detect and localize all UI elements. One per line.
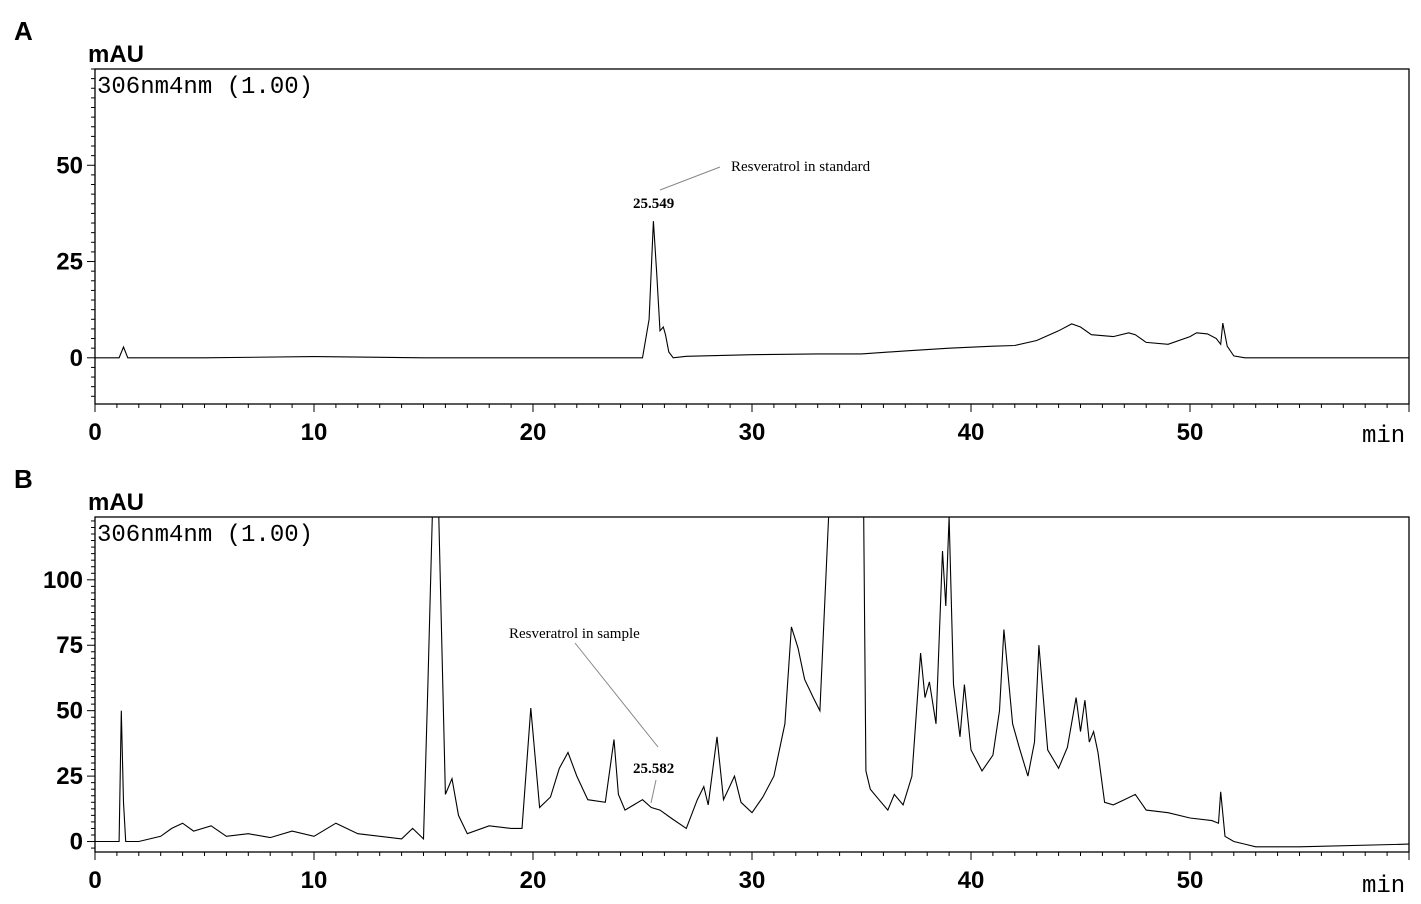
panel-b-peak-label: 25.582 (633, 761, 674, 777)
panel-a-y-axis: 0 25 50 (56, 68, 95, 397)
panel-a-annotation-text: Resveratrol in standard (731, 159, 871, 175)
panel-b-y-axis: 0 25 50 75 100 (43, 520, 95, 856)
panel-a-y-unit: mAU (88, 41, 144, 68)
x-tick-label: 50 (1177, 419, 1204, 446)
x-tick-label: 20 (520, 419, 547, 446)
y-tick-label: 50 (56, 698, 83, 725)
panel-a-letter: A (14, 16, 33, 46)
panel-b-annotation-text: Resveratrol in sample (509, 626, 640, 642)
panel-b-channel-label: 306nm4nm (1.00) (97, 522, 313, 549)
x-tick-label: 30 (739, 867, 766, 894)
x-tick-label: 20 (520, 867, 547, 894)
x-tick-label: 40 (958, 419, 985, 446)
panel-a-x-unit: min (1362, 423, 1405, 450)
x-tick-label: 10 (301, 867, 328, 894)
y-tick-label: 50 (56, 152, 83, 179)
panel-b-letter: B (14, 464, 33, 494)
panel-b-annotation-leader (574, 642, 659, 748)
y-tick-label: 100 (43, 567, 83, 594)
y-tick-label: 25 (56, 763, 83, 790)
x-tick-label: 0 (88, 419, 101, 446)
panel-a-annotation-leader (659, 166, 721, 191)
y-tick-label: 25 (56, 249, 83, 276)
panel-b-y-unit: mAU (88, 489, 144, 516)
y-tick-label: 0 (70, 345, 83, 372)
panel-a-peak-label: 25.549 (633, 196, 674, 212)
x-tick-label: 30 (739, 419, 766, 446)
panel-b-series-line (95, 516, 1410, 848)
x-tick-label: 10 (301, 419, 328, 446)
panel-b-plot-frame (94, 516, 1410, 853)
panel-a-channel-label: 306nm4nm (1.00) (97, 74, 313, 101)
y-tick-label: 0 (70, 829, 83, 856)
panel-b-x-unit: min (1362, 873, 1405, 900)
panel-a-x-axis: 0 10 20 30 40 50 (88, 404, 1410, 446)
panel-a-plot-frame (94, 68, 1410, 405)
x-tick-label: 50 (1177, 867, 1204, 894)
panel-b-x-axis: 0 10 20 30 40 50 (88, 852, 1410, 894)
x-tick-label: 40 (958, 867, 985, 894)
panel-b-peak-leader (650, 779, 657, 804)
x-tick-label: 0 (88, 867, 101, 894)
panel-b: B mAU 306nm4nm (1.00) 0 25 50 75 100 0 10 20 30… (14, 464, 1410, 900)
y-tick-label: 75 (56, 632, 83, 659)
panel-a-series-line (95, 221, 1409, 359)
